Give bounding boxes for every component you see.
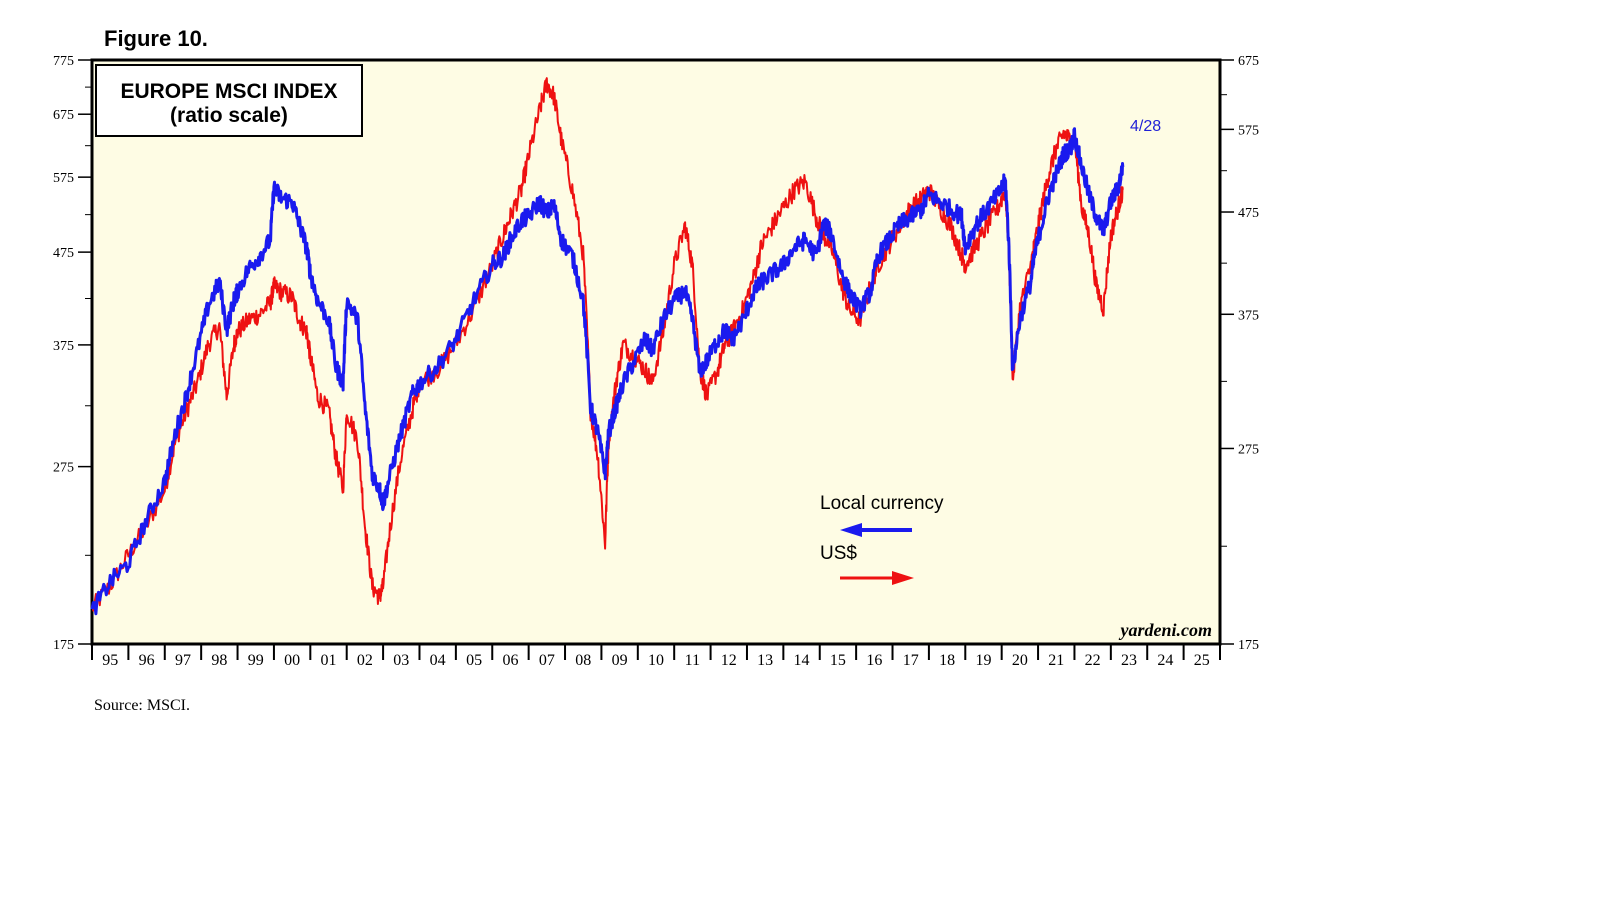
legend-label-local: Local currency <box>820 493 944 514</box>
title-box: EUROPE MSCI INDEX (ratio scale) <box>95 64 363 137</box>
x-axis: 95 96 97 98 99 00 01 02 03 04 05 06 07 08 09 10 11 12 13 14… <box>91 644 1221 669</box>
x-tick-label: 20 <box>1012 652 1028 669</box>
x-tick-label: 21 <box>1048 652 1064 669</box>
x-tick-label: 23 <box>1121 652 1137 669</box>
right-tick-label: 475 <box>1238 206 1259 221</box>
x-tick-label: 15 <box>830 652 846 669</box>
x-tick-label: 07 <box>539 652 555 669</box>
x-tick-label: 98 <box>211 652 227 669</box>
x-tick-label: 17 <box>903 652 919 669</box>
right-tick-label: 375 <box>1238 308 1259 323</box>
right-tick-label: 575 <box>1238 123 1259 138</box>
x-tick-label: 22 <box>1085 652 1101 669</box>
x-tick-label: 25 <box>1194 652 1210 669</box>
x-tick-label: 05 <box>466 652 482 669</box>
series-line-usd <box>91 77 1124 612</box>
source-note: Source: MSCI. <box>94 697 190 714</box>
arrow-head <box>840 523 862 537</box>
x-tick-label: 14 <box>794 652 810 669</box>
legend-arrow-right-icon <box>840 571 914 585</box>
legend-label-usd: US$ <box>820 543 857 564</box>
x-tick-label: 08 <box>575 652 591 669</box>
chart-subtitle: (ratio scale) <box>170 104 288 127</box>
legend: Local currency US$ <box>820 493 944 585</box>
x-tick-label: 04 <box>430 652 446 669</box>
x-tick-label: 95 <box>102 652 118 669</box>
left-tick-label: 275 <box>53 461 74 476</box>
left-tick-label: 375 <box>53 339 74 354</box>
legend-arrow-left-icon <box>840 523 912 537</box>
x-tick-label: 12 <box>721 652 737 669</box>
right-axis: 175 275 375 475 575 675 <box>1220 54 1259 653</box>
x-tick-label: 06 <box>502 652 518 669</box>
plot-area <box>90 58 1222 646</box>
arrow-head <box>892 571 914 585</box>
right-tick-label: 175 <box>1238 638 1259 653</box>
x-tick-label: 13 <box>757 652 773 669</box>
last-date-label: 4/28 <box>1130 118 1161 135</box>
x-tick-label: 24 <box>1157 652 1173 669</box>
figure-label: Figure 10. <box>104 26 208 51</box>
left-tick-label: 175 <box>53 638 74 653</box>
x-tick-label: 11 <box>685 652 700 669</box>
x-tick-label: 01 <box>321 652 337 669</box>
series-line-local <box>90 127 1125 616</box>
right-tick-label: 275 <box>1238 442 1259 457</box>
x-tick-label: 96 <box>139 652 155 669</box>
left-tick-label: 475 <box>53 246 74 261</box>
left-tick-label: 775 <box>53 54 74 69</box>
x-tick-label: 09 <box>612 652 628 669</box>
x-tick-label: 16 <box>866 652 882 669</box>
left-axis: 175 275 375 475 575 675 775 <box>53 54 92 653</box>
brand-watermark: yardeni.com <box>1119 620 1213 640</box>
x-tick-label: 19 <box>975 652 991 669</box>
left-tick-label: 675 <box>53 108 74 123</box>
chart-title: EUROPE MSCI INDEX <box>120 80 337 103</box>
x-tick-label: 18 <box>939 652 955 669</box>
right-tick-label: 675 <box>1238 54 1259 69</box>
left-tick-label: 575 <box>53 171 74 186</box>
x-tick-label: 03 <box>393 652 409 669</box>
x-tick-label: 97 <box>175 652 191 669</box>
series-layer <box>90 77 1125 616</box>
x-tick-label: 99 <box>248 652 264 669</box>
x-tick-label: 10 <box>648 652 664 669</box>
x-tick-label: 00 <box>284 652 300 669</box>
x-tick-label: 02 <box>357 652 373 669</box>
